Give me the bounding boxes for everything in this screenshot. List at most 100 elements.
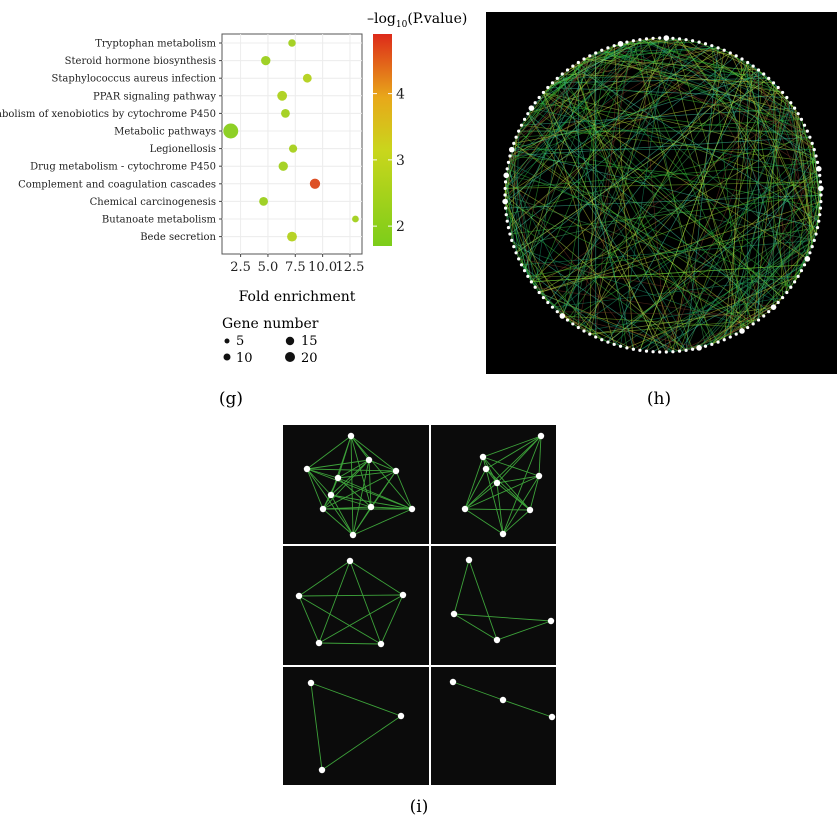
network-node xyxy=(546,300,550,305)
subnetwork-cell xyxy=(283,667,429,785)
network-edge xyxy=(790,233,817,288)
network-node xyxy=(728,51,732,55)
subnetwork-node xyxy=(461,505,469,513)
x-tick-labels: 2.5 5.0 7.5 10.012.5 xyxy=(230,260,364,275)
subnetwork-cells xyxy=(283,425,556,785)
subnetwork-edge xyxy=(482,435,542,458)
network-node xyxy=(710,342,714,346)
network-node xyxy=(505,219,509,223)
network-edge xyxy=(513,143,821,209)
subnetwork-edge xyxy=(485,435,542,470)
data-point xyxy=(223,123,239,139)
subnetwork-cell xyxy=(431,667,556,785)
network-edge xyxy=(646,38,737,57)
network-edge xyxy=(577,62,628,348)
network-node xyxy=(796,274,800,278)
subnetwork-node xyxy=(307,679,315,687)
network-edge xyxy=(578,62,792,288)
network-node xyxy=(677,349,682,353)
network-node xyxy=(517,257,521,261)
subnetwork-edge xyxy=(502,475,540,535)
network-edge xyxy=(797,113,813,247)
network-node xyxy=(600,338,604,342)
network-edge xyxy=(639,233,817,351)
network-edge xyxy=(504,45,713,202)
network-edge xyxy=(578,62,808,260)
network-edge xyxy=(509,194,822,235)
network-node xyxy=(793,280,797,284)
network-node xyxy=(805,129,809,133)
category-label: PPAR signaling pathway xyxy=(93,91,216,102)
network-node xyxy=(606,46,610,50)
subnetwork-edge xyxy=(337,470,397,479)
network-node xyxy=(799,269,804,273)
network-edge xyxy=(508,162,779,303)
network-edge xyxy=(723,66,754,340)
subnetwork-edge xyxy=(496,482,504,535)
network-node xyxy=(770,304,777,310)
subnetwork-edge xyxy=(452,681,504,701)
network-node xyxy=(818,180,823,184)
network-edge xyxy=(786,97,811,253)
subnetwork-edge xyxy=(502,435,542,535)
network-edge xyxy=(524,40,634,271)
panel-label-g: (g) xyxy=(219,389,243,409)
subnetwork-edge xyxy=(330,494,354,536)
subnetwork-edge xyxy=(368,459,397,472)
data-point xyxy=(259,197,268,206)
network-node xyxy=(510,238,514,242)
network-node xyxy=(793,106,797,110)
category-label: Bede secretion xyxy=(140,232,216,243)
category-label: Drug metabolism - cytochrome P450 xyxy=(30,162,216,173)
subnetwork-edge xyxy=(464,435,542,510)
subnetwork-edge xyxy=(350,435,397,472)
network-node xyxy=(506,226,511,230)
network-edge xyxy=(508,43,706,163)
enrichment-bubble-chart: Tryptophan metabolism Steroid hormone bio… xyxy=(0,11,467,366)
network-node xyxy=(756,68,761,72)
subnetwork-edge xyxy=(322,508,354,536)
network-edge xyxy=(572,65,819,222)
network-edge xyxy=(561,39,687,317)
subnetwork-edge xyxy=(321,715,402,771)
network-node xyxy=(571,64,575,68)
network-edge xyxy=(511,149,532,282)
network-node xyxy=(529,280,533,284)
network-node xyxy=(691,347,695,351)
network-edge xyxy=(562,315,700,349)
network-node xyxy=(550,305,555,309)
colorbar-title-tail: (P.value) xyxy=(407,11,467,27)
network-node xyxy=(817,219,821,223)
network-node xyxy=(751,322,755,326)
subnetwork-cell xyxy=(431,425,556,544)
network-edge xyxy=(806,149,815,259)
network-node xyxy=(684,38,688,42)
network-edge xyxy=(504,41,628,202)
network-edge xyxy=(646,38,818,163)
data-point xyxy=(288,144,298,153)
subnetwork-node xyxy=(499,696,507,704)
network-node xyxy=(751,64,755,68)
network-node xyxy=(559,313,566,319)
subnetwork-edge xyxy=(298,595,382,645)
network-node xyxy=(594,51,598,55)
subnetwork-node xyxy=(327,491,335,499)
network-edge xyxy=(504,201,754,325)
network-edge xyxy=(543,92,661,353)
plot-frame xyxy=(221,33,363,255)
network-edge xyxy=(747,62,788,293)
network-edge xyxy=(601,49,808,132)
network-edge xyxy=(527,227,818,277)
subnetwork-edge xyxy=(330,494,413,510)
size-legend-title: Gene number xyxy=(222,316,319,332)
network-node xyxy=(810,245,814,249)
network-node xyxy=(819,199,823,204)
subnetwork-edge xyxy=(306,468,332,496)
subnetwork-node xyxy=(479,453,487,461)
network-edge xyxy=(504,38,680,189)
colorbar-ticks: 2 3 4 xyxy=(373,87,405,235)
network-edge xyxy=(515,47,609,138)
network-node xyxy=(812,238,816,242)
subnetwork-edge xyxy=(502,509,531,535)
subnetwork-edge xyxy=(298,595,320,644)
